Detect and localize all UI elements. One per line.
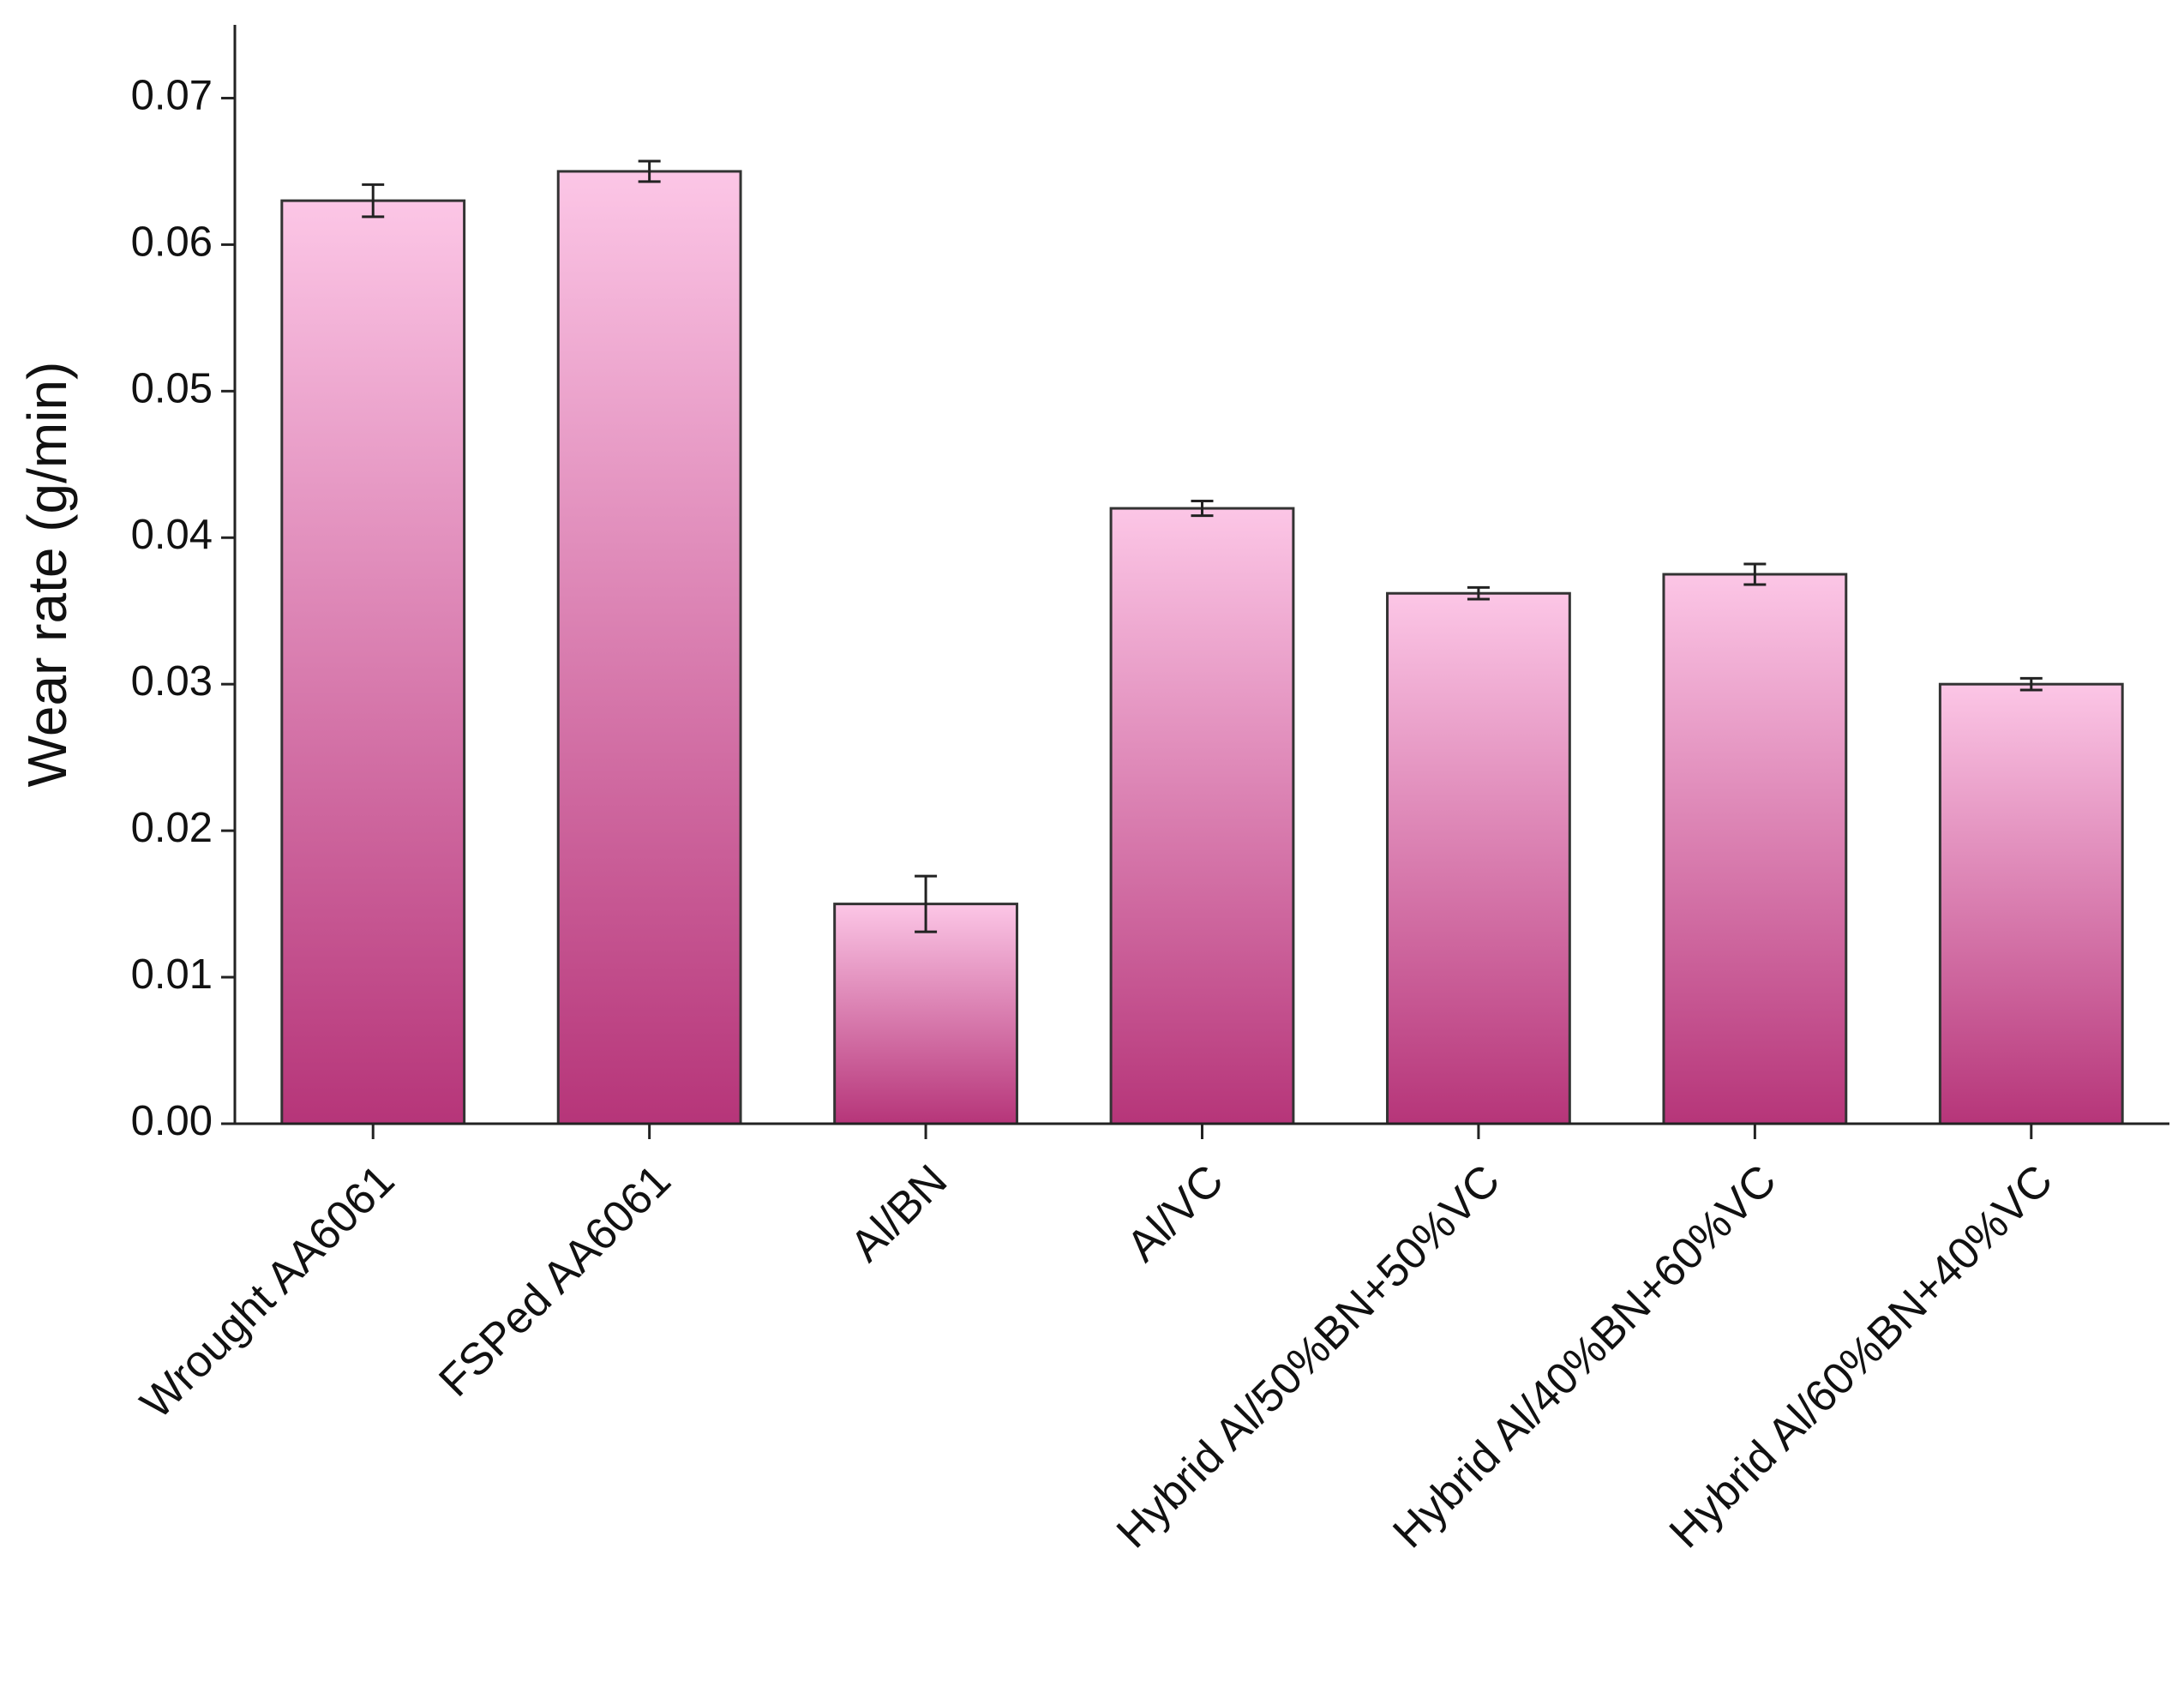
y-tick-label: 0.07 (131, 72, 213, 118)
y-tick-label: 0.02 (131, 805, 213, 851)
y-tick-label: 0.00 (131, 1098, 213, 1144)
y-tick-label: 0.06 (131, 219, 213, 265)
y-tick-label: 0.05 (131, 365, 213, 411)
x-tick-label: Al/VC (1118, 1155, 1233, 1271)
x-tick-label: Wrought AA6061 (131, 1155, 404, 1428)
bar (1386, 591, 1571, 1125)
x-tick-label: Al/BN (841, 1155, 957, 1271)
bar (833, 903, 1018, 1125)
bar (556, 170, 742, 1125)
bar (1662, 573, 1848, 1125)
y-tick-label: 0.01 (131, 951, 213, 998)
error-bar (1191, 500, 1214, 518)
bar (280, 199, 466, 1125)
error-bar (1467, 585, 1490, 601)
error-bar (362, 183, 385, 219)
y-tick-label: 0.03 (131, 658, 213, 705)
y-tick-label: 0.04 (131, 512, 213, 558)
error-bar (915, 874, 938, 933)
error-bar (1743, 562, 1767, 586)
y-axis-label: Wear rate (g/min) (16, 362, 78, 788)
bar (1938, 682, 2124, 1125)
error-bar (2019, 676, 2043, 692)
x-tick-label: FSPed AA6061 (429, 1155, 680, 1406)
error-bar (638, 159, 661, 183)
bar (1109, 507, 1295, 1125)
